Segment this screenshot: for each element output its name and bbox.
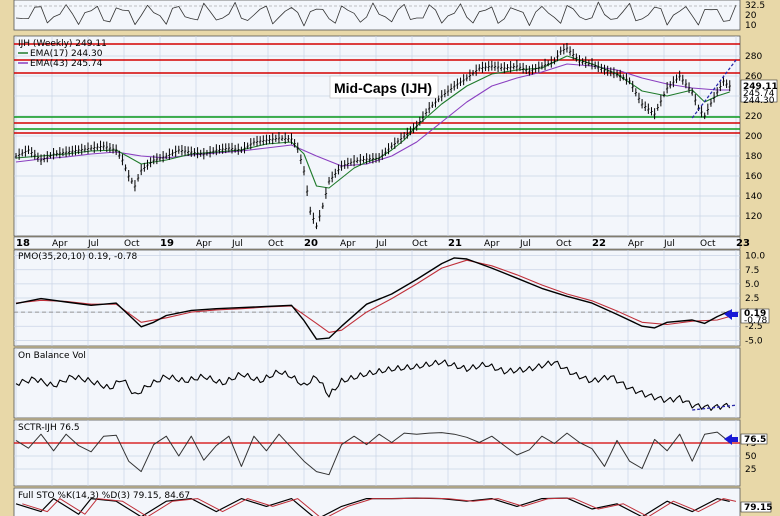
- sctr-y-tick-label: 50: [745, 452, 757, 462]
- sctr-arrow-icon: [724, 434, 738, 445]
- time-axis-label: Oct: [412, 239, 428, 249]
- pmo-y-axis: -5.0-2.50.02.55.07.510.0: [745, 252, 765, 347]
- price-grid: [14, 36, 740, 236]
- price-y-tick-label: 160: [745, 172, 762, 182]
- time-axis-label: Jul: [663, 239, 675, 249]
- time-axis-label: Oct: [700, 239, 716, 249]
- pmo-legend: PMO(35,20,10) 0.19, -0.78: [18, 252, 138, 262]
- pmo-last-box: [740, 308, 770, 324]
- top-tick-label: 10: [745, 21, 757, 31]
- obv-panel: On Balance Vol: [13, 347, 741, 419]
- obv-line: [15, 359, 731, 411]
- obv-grid: [15, 348, 737, 418]
- price-y-tick-label: 280: [745, 52, 762, 62]
- time-axis-label: Jul: [375, 239, 387, 249]
- top-tick-label: 20: [745, 11, 757, 21]
- top-indicator-line: [15, 1, 737, 27]
- ema-label-b: 244.30: [743, 96, 775, 106]
- price-levels: [14, 43, 740, 134]
- price-y-tick-label: 200: [745, 132, 762, 142]
- price-legend-title: IJH (Weekly) 249.11: [18, 39, 107, 49]
- sto-last: 79.15: [744, 503, 772, 513]
- last-price-box: [740, 79, 778, 103]
- last-price-label: 249.11: [743, 82, 778, 92]
- sctr-y-tick-label: 25: [745, 465, 756, 475]
- ema43-legend-label: EMA(43) 245.74: [30, 59, 103, 69]
- price-panel: 120140160180200220240260280 IJH (Weekly)…: [13, 35, 778, 237]
- obv-series: [15, 359, 737, 411]
- chart-annotation: Mid-Caps (IJH): [334, 80, 432, 96]
- time-axis-label: Oct: [124, 239, 140, 249]
- sctr-line: [15, 431, 731, 476]
- time-axis-label: 18: [16, 238, 30, 249]
- sto-legend: Full STO %K(14,3) %D(3) 79.15, 84.67: [18, 491, 190, 501]
- pmo-y-tick-label: 2.5: [745, 294, 759, 304]
- pmo-series: [15, 257, 730, 340]
- price-series: [14, 42, 737, 230]
- obv-legend: On Balance Vol: [18, 351, 86, 361]
- sto-series: [15, 497, 737, 516]
- price-y-axis: 120140160180200220240260280: [745, 52, 762, 222]
- time-axis-label: Apr: [196, 239, 212, 249]
- pmo-last-a: 0.19: [744, 309, 766, 319]
- time-axis-label: Jul: [87, 239, 99, 249]
- sctr-panel: 255075 SCTR-IJH 76.5 76.5: [13, 419, 768, 487]
- time-axis-label: Oct: [556, 239, 572, 249]
- sto-panel-frame: [13, 487, 741, 516]
- sto-last-box: [740, 501, 772, 513]
- pmo-y-tick-label: 7.5: [745, 266, 759, 276]
- trend-line: [691, 59, 737, 119]
- time-axis-label: Jul: [231, 239, 243, 249]
- top-clipped-panel: 32.5 20 10: [13, 0, 765, 31]
- sctr-last-box: [740, 433, 768, 445]
- sctr-series: [15, 431, 731, 476]
- time-axis-label: 22: [592, 238, 606, 249]
- top-panel-frame: [13, 0, 741, 31]
- pmo-y-tick-label: 10.0: [745, 252, 765, 262]
- price-y-tick-label: 180: [745, 152, 762, 162]
- time-axis-label: Jul: [519, 239, 531, 249]
- pmo-line: [15, 257, 730, 340]
- top-tick-label: 32.5: [745, 1, 765, 11]
- time-axis-label: 21: [448, 238, 462, 249]
- pmo-arrow-icon: [724, 309, 738, 320]
- time-axis: 18 Apr Jul Oct 19 Apr Jul Oct 20 Apr Jul Oct 21 Apr Ju…: [13, 236, 750, 250]
- pmo-y-tick-label: -5.0: [745, 336, 763, 346]
- sto-panel: Full STO %K(14,3) %D(3) 79.15, 84.67 79.…: [13, 487, 772, 516]
- price-y-tick-label: 220: [745, 112, 762, 122]
- pmo-y-tick-label: -2.5: [745, 322, 763, 332]
- time-axis-label: 20: [304, 238, 318, 249]
- time-axis-band: [13, 236, 741, 250]
- sctr-panel-frame: [13, 419, 741, 487]
- time-axis-label: 19: [160, 238, 174, 249]
- pmo-y-tick-label: 5.0: [745, 280, 760, 290]
- sto-d-line: [22, 497, 737, 516]
- price-y-tick-label: 120: [745, 212, 762, 222]
- time-axis-label: Oct: [268, 239, 284, 249]
- annotation-box: [329, 75, 439, 99]
- price-y-tick-label: 140: [745, 192, 762, 202]
- sctr-last: 76.5: [744, 435, 766, 445]
- time-axis-label: Apr: [52, 239, 68, 249]
- top-panel-plot: [14, 1, 740, 27]
- time-axis-label: 23: [736, 238, 750, 249]
- obv-trend-line: [692, 404, 737, 411]
- ema-label-a: 245.74: [743, 89, 775, 99]
- time-axis-label: Apr: [484, 239, 500, 249]
- ema17-legend-label: EMA(17) 244.30: [30, 49, 103, 59]
- obv-panel-frame: [13, 347, 741, 419]
- time-axis-label: Apr: [628, 239, 644, 249]
- sctr-legend: SCTR-IJH 76.5: [18, 423, 80, 433]
- price-y-tick-label: 260: [745, 72, 762, 82]
- sto-k-line: [15, 497, 730, 516]
- pmo-signal-line: [15, 259, 730, 333]
- pmo-panel: -5.0-2.50.02.55.07.510.0 PMO(35,20,10) 0…: [13, 249, 770, 347]
- time-axis-label: Apr: [340, 239, 356, 249]
- pmo-last-b: -0.78: [744, 316, 768, 326]
